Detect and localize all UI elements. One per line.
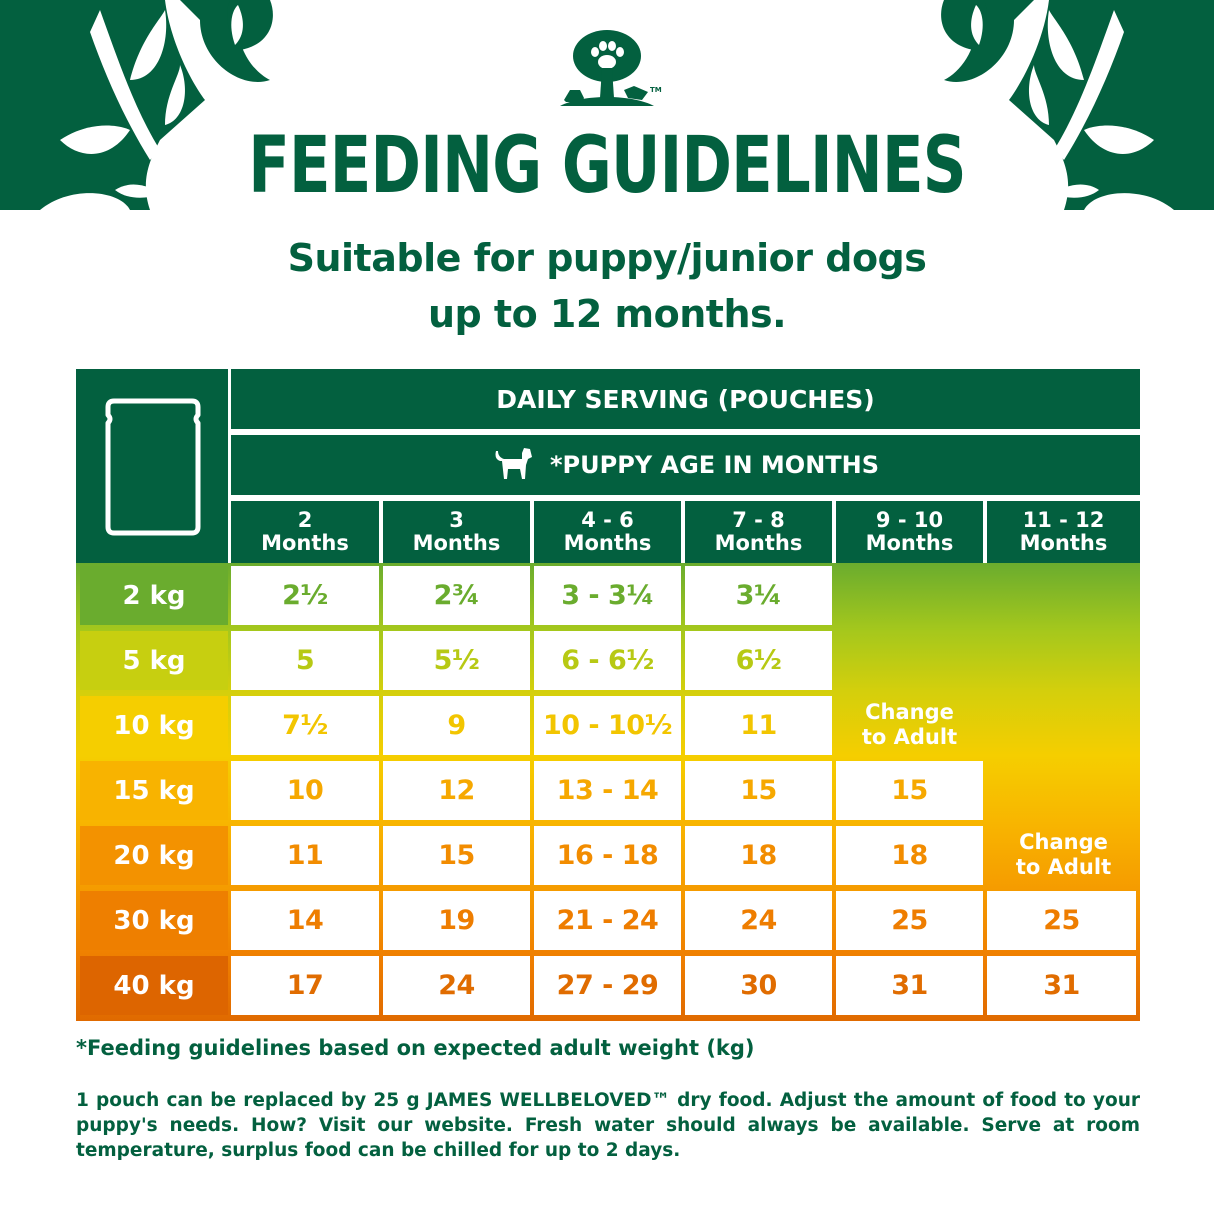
table-cell: 7½ bbox=[231, 696, 379, 755]
puppy-age-subheading: *PUPPY AGE IN MONTHS bbox=[231, 435, 1140, 495]
dog-icon bbox=[495, 448, 532, 479]
puppy-age-label: *PUPPY AGE IN MONTHS bbox=[549, 451, 880, 479]
column-header-top: 2 bbox=[297, 508, 313, 532]
pouch-header-cell bbox=[76, 369, 228, 563]
table-cell: 5 bbox=[231, 631, 379, 690]
brand-logo-icon: TM bbox=[560, 30, 662, 106]
table-cell: 25 bbox=[987, 891, 1136, 950]
column-header-bottom: Months bbox=[412, 531, 501, 555]
table-cell: 15 bbox=[685, 761, 832, 820]
table-cell: 21 - 24 bbox=[534, 891, 681, 950]
table-cell: 24 bbox=[383, 956, 530, 1015]
column-header-top: 7 - 8 bbox=[732, 508, 785, 532]
table-cell: 16 - 18 bbox=[534, 826, 681, 885]
table-cell: 5½ bbox=[383, 631, 530, 690]
weight-label: 30 kg bbox=[80, 891, 228, 950]
change-line-2: to Adult bbox=[1015, 854, 1112, 879]
page-title: FEEDING GUIDELINES bbox=[248, 121, 966, 211]
table-cell: 6½ bbox=[685, 631, 832, 690]
table-cell: 3 - 3¼ bbox=[534, 566, 681, 625]
column-header-4-6-months: 4 - 6 Months bbox=[534, 501, 681, 563]
table-cell: 15 bbox=[836, 761, 983, 820]
column-header-bottom: Months bbox=[714, 531, 803, 555]
leaf-decoration-right-icon bbox=[914, 0, 1214, 210]
column-header-11-12-months: 11 - 12 Months bbox=[987, 501, 1140, 563]
change-line-1: Change bbox=[865, 699, 954, 724]
column-header-top: 11 - 12 bbox=[1022, 508, 1105, 532]
disclaimer-text: 1 pouch can be replaced by 25 g JAMES WE… bbox=[76, 1090, 1140, 1161]
weight-label: 40 kg bbox=[80, 956, 228, 1015]
column-header-2-months: 2 Months bbox=[231, 501, 379, 563]
pouch-icon bbox=[105, 398, 201, 536]
table-cell: 13 - 14 bbox=[534, 761, 681, 820]
table-cell: 27 - 29 bbox=[534, 956, 681, 1015]
table-cell: 19 bbox=[383, 891, 530, 950]
table-cell: 31 bbox=[836, 956, 983, 1015]
table-cell: 10 bbox=[231, 761, 379, 820]
table-cell: 17 bbox=[231, 956, 379, 1015]
column-header-3-months: 3 Months bbox=[383, 501, 530, 563]
table-cell: 14 bbox=[231, 891, 379, 950]
weight-label: 5 kg bbox=[80, 631, 228, 690]
column-header-bottom: Months bbox=[563, 531, 652, 555]
weight-label: 2 kg bbox=[80, 566, 228, 625]
table-cell: 9 bbox=[383, 696, 530, 755]
table-cell: 18 bbox=[685, 826, 832, 885]
table-cell: 3¼ bbox=[685, 566, 832, 625]
table-cell: 24 bbox=[685, 891, 832, 950]
column-header-bottom: Months bbox=[865, 531, 954, 555]
table-cell: 2½ bbox=[231, 566, 379, 625]
table-cell: 11 bbox=[231, 826, 379, 885]
table-cell: 6 - 6½ bbox=[534, 631, 681, 690]
table-cell: 10 - 10½ bbox=[534, 696, 681, 755]
column-header-top: 3 bbox=[449, 508, 464, 532]
column-header-7-8-months: 7 - 8 Months bbox=[685, 501, 832, 563]
column-header-bottom: Months bbox=[1019, 531, 1108, 555]
change-line-2: to Adult bbox=[861, 724, 958, 749]
page-subtitle: Suitable for puppy/junior dogs up to 12 … bbox=[0, 230, 1214, 342]
table-cell: 15 bbox=[383, 826, 530, 885]
trademark-label: TM bbox=[650, 86, 662, 94]
table-cell: 12 bbox=[383, 761, 530, 820]
feeding-table: DAILY SERVING (POUCHES) *PUPPY AGE IN MO… bbox=[76, 369, 1140, 1021]
column-header-bottom: Months bbox=[261, 531, 349, 555]
weight-label: 20 kg bbox=[80, 826, 228, 885]
table-cell: 2¾ bbox=[383, 566, 530, 625]
change-to-adult-label-11-12: Change to Adult bbox=[987, 825, 1140, 884]
table-cell: 11 bbox=[685, 696, 832, 755]
subtitle-line-1: Suitable for puppy/junior dogs bbox=[287, 236, 927, 280]
weight-label: 10 kg bbox=[80, 696, 228, 755]
change-line-1: Change bbox=[1019, 829, 1108, 854]
leaf-decoration-left-icon bbox=[0, 0, 300, 210]
table-cell: 31 bbox=[987, 956, 1136, 1015]
change-to-adult-label-9-10: Change to Adult bbox=[836, 695, 983, 754]
table-cell: 18 bbox=[836, 826, 983, 885]
daily-serving-heading: DAILY SERVING (POUCHES) bbox=[231, 369, 1140, 429]
weight-label: 15 kg bbox=[80, 761, 228, 820]
footnote: *Feeding guidelines based on expected ad… bbox=[76, 1036, 755, 1060]
table-cell: 25 bbox=[836, 891, 983, 950]
column-header-top: 9 - 10 bbox=[875, 508, 944, 532]
subtitle-line-2: up to 12 months. bbox=[427, 292, 787, 336]
table-cell: 30 bbox=[685, 956, 832, 1015]
column-header-top: 4 - 6 bbox=[581, 508, 634, 532]
column-header-9-10-months: 9 - 10 Months bbox=[836, 501, 983, 563]
